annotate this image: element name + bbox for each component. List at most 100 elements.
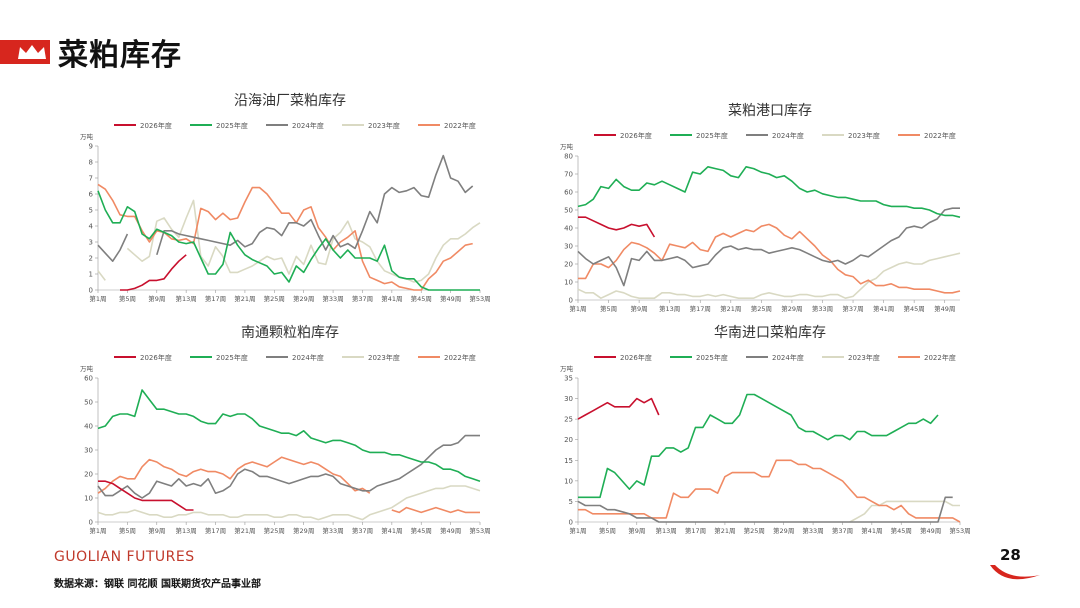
x-tick-label: 第17周	[205, 526, 226, 535]
x-tick-label: 第1周	[89, 526, 106, 535]
x-tick-label: 第29周	[781, 304, 802, 313]
legend-label: 2022年度	[444, 353, 476, 362]
series-line-2022年度	[97, 456, 480, 514]
x-tick-label: 第17周	[685, 526, 706, 535]
series-line-2023年度	[97, 485, 481, 521]
x-tick-label: 第21周	[234, 526, 255, 535]
series-line-2025年度	[97, 190, 480, 291]
legend-label: 2023年度	[368, 353, 400, 362]
page-title: 菜粕库存	[58, 38, 182, 73]
y-tick-label: 10	[564, 477, 573, 485]
chart-title: 华南进口菜粕库存	[714, 325, 826, 341]
x-tick-label: 第29周	[293, 294, 314, 303]
series-line-2025年度	[578, 393, 939, 499]
x-tick-label: 第21周	[720, 304, 741, 313]
x-tick-label: 第37周	[352, 526, 373, 535]
legend-label: 2025年度	[216, 121, 248, 130]
series-line-2023年度	[849, 500, 960, 523]
x-tick-label: 第49周	[934, 304, 955, 313]
y-tick-label: 70	[564, 171, 573, 179]
x-tick-label: 第41周	[861, 526, 882, 535]
x-tick-label: 第49周	[440, 294, 461, 303]
y-tick-label: 2	[89, 255, 93, 263]
corner-decoration	[990, 565, 1040, 580]
x-tick-label: 第9周	[628, 526, 645, 535]
x-tick-label: 第29周	[773, 526, 794, 535]
y-tick-label: 5	[569, 498, 573, 506]
chart-title: 菜粕港口库存	[728, 103, 812, 119]
y-tick-label: 50	[84, 399, 93, 407]
legend-label: 2023年度	[848, 353, 880, 362]
y-tick-label: 25	[564, 416, 573, 424]
y-tick-label: 30	[564, 395, 573, 403]
y-tick-label: 0	[569, 297, 573, 305]
x-tick-label: 第45周	[904, 304, 925, 313]
x-tick-label: 第9周	[631, 304, 648, 313]
x-tick-label: 第33周	[322, 294, 343, 303]
x-tick-label: 第13周	[176, 526, 197, 535]
legend-label: 2022年度	[924, 131, 956, 140]
legend-label: 2022年度	[444, 121, 476, 130]
x-tick-label: 第25周	[264, 526, 285, 535]
y-tick-label: 10	[84, 495, 93, 503]
legend-label: 2026年度	[140, 353, 172, 362]
y-tick-label: 10	[564, 279, 573, 287]
legend-label: 2025年度	[216, 353, 248, 362]
series-line-2023年度	[577, 252, 961, 299]
y-tick-label: 8	[89, 159, 93, 167]
x-tick-label: 第29周	[293, 526, 314, 535]
y-tick-label: 7	[89, 175, 93, 183]
x-tick-label: 第5周	[119, 294, 136, 303]
y-tick-label: 0	[89, 519, 93, 527]
legend-label: 2024年度	[772, 131, 804, 140]
x-tick-label: 第37周	[842, 304, 863, 313]
x-tick-label: 第21周	[714, 526, 735, 535]
legend-label: 2023年度	[848, 131, 880, 140]
series-line-2026年度	[120, 254, 187, 291]
x-tick-label: 第1周	[569, 304, 586, 313]
x-tick-label: 第5周	[599, 526, 616, 535]
y-tick-label: 3	[89, 239, 93, 247]
x-tick-label: 第5周	[600, 304, 617, 313]
legend-label: 2025年度	[696, 353, 728, 362]
series-line-2024年度	[577, 496, 953, 523]
y-axis-unit: 万吨	[560, 142, 574, 151]
chart-south-china-import-inventory: 华南进口菜粕库存 2026年度 2025年度 2024年度 2023年度 2022年度万吨…	[560, 325, 971, 535]
x-tick-label: 第37周	[352, 294, 373, 303]
x-tick-label: 第1周	[569, 526, 586, 535]
series-line-2024年度	[97, 154, 474, 262]
series-line-2025年度	[97, 389, 481, 482]
x-tick-label: 第53周	[469, 526, 490, 535]
legend-label: 2026年度	[620, 131, 652, 140]
x-tick-label: 第25周	[751, 304, 772, 313]
y-tick-label: 9	[89, 143, 93, 151]
y-tick-label: 1	[89, 271, 93, 279]
x-tick-label: 第21周	[234, 294, 255, 303]
y-tick-label: 20	[564, 436, 573, 444]
y-tick-label: 4	[89, 223, 94, 231]
x-tick-label: 第9周	[148, 294, 165, 303]
chart-coastal-meal-inventory: 沿海油厂菜粕库存 2026年度 2025年度 2024年度 2023年度 2022年度万吨…	[80, 93, 491, 303]
legend-label: 2024年度	[292, 121, 324, 130]
legend-label: 2024年度	[292, 353, 324, 362]
x-tick-label: 第17周	[690, 304, 711, 313]
y-tick-label: 0	[89, 287, 93, 295]
x-tick-label: 第45周	[411, 294, 432, 303]
x-tick-label: 第37周	[832, 526, 853, 535]
y-tick-label: 5	[89, 207, 93, 215]
series-line-2022年度	[578, 223, 961, 294]
brand-logo: GUOLIAN FUTURES	[54, 549, 195, 565]
x-tick-label: 第53周	[949, 526, 970, 535]
x-tick-label: 第13周	[659, 304, 680, 313]
data-source: 数据来源：钢联 同花顺 国联期货农产品事业部	[54, 579, 261, 590]
y-tick-label: 30	[84, 447, 93, 455]
y-tick-label: 40	[564, 225, 573, 233]
x-tick-label: 第33周	[322, 526, 343, 535]
y-tick-label: 20	[564, 261, 573, 269]
x-tick-label: 第25周	[744, 526, 765, 535]
page-number: 28	[1000, 546, 1021, 564]
crown-icon	[18, 45, 46, 59]
legend-label: 2024年度	[772, 353, 804, 362]
x-tick-label: 第9周	[148, 526, 165, 535]
